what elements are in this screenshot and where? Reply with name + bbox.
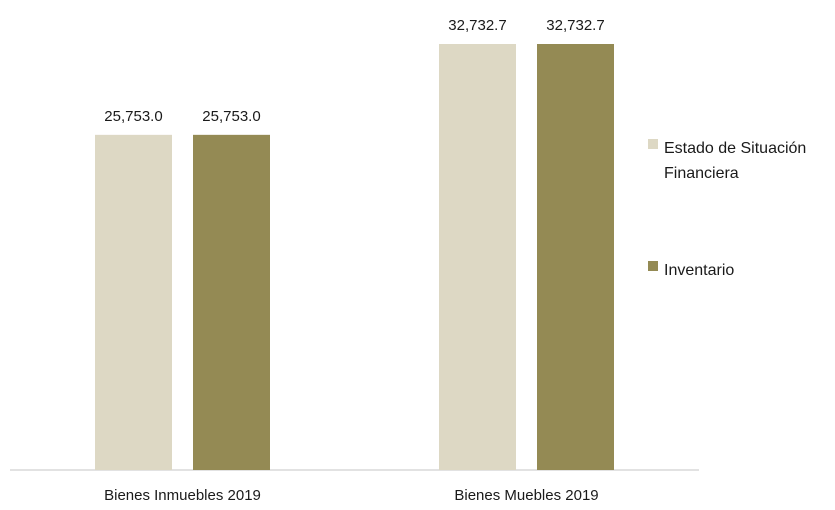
bar-bienes-inmuebles-2019-series-2 <box>193 134 270 470</box>
legend-swatch-2 <box>648 261 658 271</box>
data-label-bienes-muebles-2019-series-1: 32,732.7 <box>448 17 506 34</box>
bar-bienes-muebles-2019-series-1 <box>439 44 516 470</box>
bar-bienes-muebles-2019-series-2 <box>537 44 614 470</box>
x-tick-label-bienes-inmuebles-2019: Bienes Inmuebles 2019 <box>104 487 261 504</box>
legend-label-2-line-1: Inventario <box>664 262 734 279</box>
bars-group <box>95 44 614 470</box>
data-label-bienes-inmuebles-2019-series-2: 25,753.0 <box>202 108 260 125</box>
x-tick-label-bienes-muebles-2019: Bienes Muebles 2019 <box>454 487 598 504</box>
bar-bienes-inmuebles-2019-series-1 <box>95 134 172 470</box>
legend-swatch-1 <box>648 139 658 149</box>
data-label-bienes-inmuebles-2019-series-1: 25,753.0 <box>104 108 162 125</box>
x-tick-labels-group: Bienes Inmuebles 2019 Bienes Muebles 2019 <box>104 487 599 504</box>
data-labels-group: 25,753.0 25,753.0 32,732.7 32,732.7 <box>104 17 604 125</box>
legend: Estado de Situación Financiera Inventario <box>648 139 806 279</box>
data-label-bienes-muebles-2019-series-2: 32,732.7 <box>546 17 604 34</box>
legend-label-1-line-2: Financiera <box>664 165 739 182</box>
legend-label-1-line-1: Estado de Situación <box>664 140 806 157</box>
